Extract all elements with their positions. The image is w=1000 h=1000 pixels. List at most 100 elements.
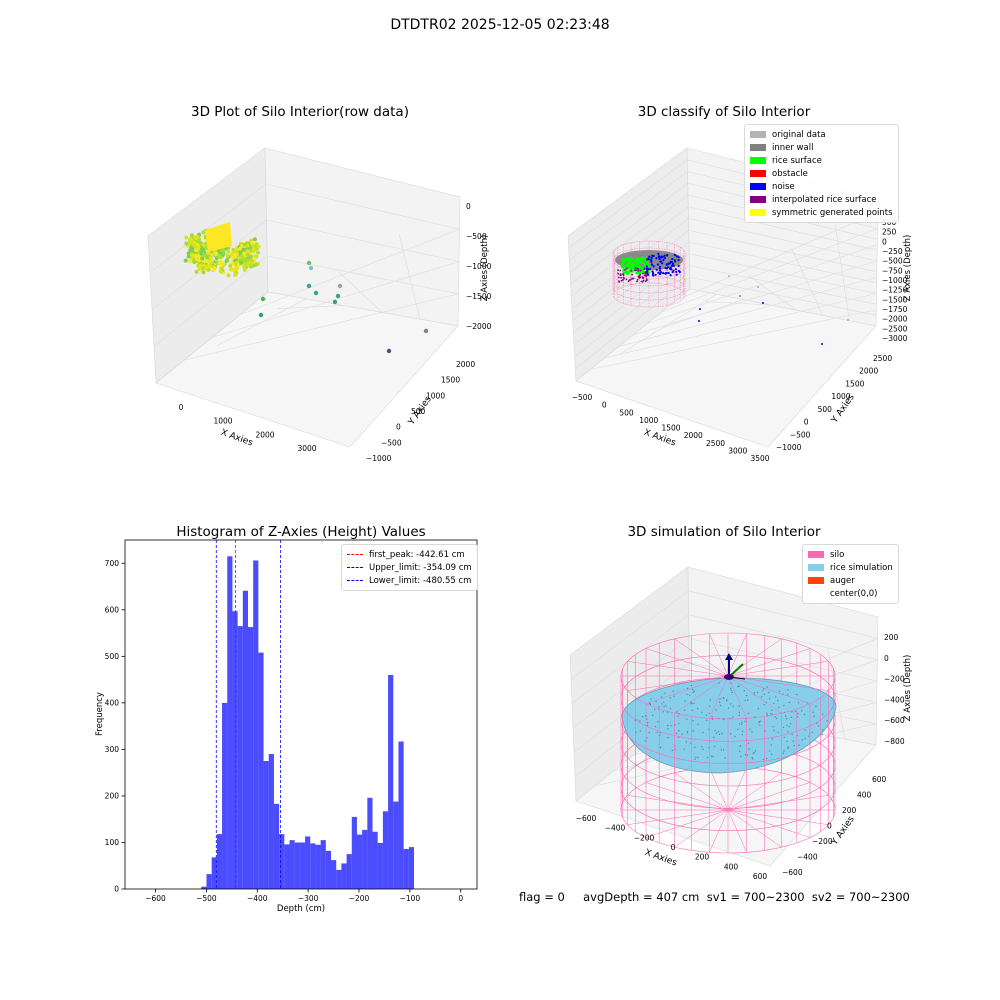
panel4-rice-point [692, 691, 694, 693]
panel4-rice-point [738, 685, 740, 687]
panel2-x-tick: 2500 [706, 439, 725, 448]
panel4-rice-point [787, 746, 789, 748]
panel1-z-tick: −2000 [466, 322, 492, 331]
panel4-rice-point [787, 694, 789, 696]
panel2-interp-point [638, 277, 641, 279]
panel1-zlabel: Z Axies (Depth) [480, 235, 490, 302]
panel4-silo-top-spoke [645, 675, 729, 704]
panel1-y-tick: −500 [381, 438, 402, 447]
panel4-rice-point [747, 742, 750, 745]
histogram-bar [268, 754, 274, 889]
panel4-rice-point [777, 699, 779, 702]
panel1-x-tick: 0 [179, 403, 184, 412]
panel2-noise-point [655, 268, 658, 271]
panel1-point [233, 253, 238, 258]
panel4-silo-top-spoke [674, 675, 729, 714]
panel1-point [218, 259, 223, 264]
panel2-noise-point [663, 254, 666, 257]
panel2-legend-entry: noise [750, 180, 893, 193]
panel2-noise-point [647, 268, 650, 271]
panel4-rice-point [796, 693, 798, 696]
panel4-rice-point [713, 736, 715, 739]
panel1-point [241, 247, 246, 252]
panel4-rice-point [720, 749, 722, 751]
panel2-interp-point [642, 279, 645, 282]
panel4-x-tick: 600 [753, 872, 768, 881]
panel1-y-tick: 500 [411, 407, 426, 416]
legend-label: symmetric generated points [772, 207, 893, 218]
panel1-point [188, 248, 193, 253]
panel4-rice-point [786, 724, 788, 726]
panel2-noise-point [673, 259, 677, 262]
panel2-legend-entry: symmetric generated points [750, 206, 893, 219]
panel4-rice-point [744, 754, 747, 756]
panel1-point [190, 253, 195, 257]
panel4-rice-point [782, 752, 784, 754]
panel4-rice-point [654, 708, 656, 710]
panel4-rice-point [757, 708, 760, 710]
panel4-rice-point [719, 701, 721, 703]
panel2-noise-point [667, 262, 670, 265]
panel1-point [226, 273, 231, 278]
panel4-rice-point [769, 698, 771, 700]
histogram-bar [237, 626, 243, 889]
panel4-rice-point [822, 729, 824, 731]
panel2-noise-point [645, 265, 648, 268]
panel1-z-tick: −1000 [466, 262, 492, 271]
panel4-silo-top-spoke [627, 675, 729, 691]
panel2-noise-point [655, 257, 658, 260]
panel2-interp-point [620, 279, 623, 282]
panel4-silo-ring [620, 698, 836, 742]
panel4-rice-point [639, 720, 641, 722]
panel4-legend-entry: silo [808, 548, 893, 561]
panel2-point [699, 308, 701, 310]
panel4-z-tick: −800 [884, 737, 905, 746]
panel4-rice-point [730, 703, 732, 705]
panel4-y-tick: 0 [827, 822, 832, 831]
panel4-z-tick: −400 [884, 695, 905, 704]
panel1-point [186, 251, 191, 256]
panel2-y-tick: 0 [804, 418, 809, 427]
histogram-bar [408, 847, 415, 889]
panel4-x-tick: −200 [634, 833, 655, 842]
histogram-bar [351, 816, 357, 889]
panel4-rice-point [753, 692, 755, 694]
panel1-point [306, 260, 312, 266]
panel4-rice-point [793, 745, 795, 747]
panel4-rice-point [800, 710, 803, 712]
panel2-interp-point [641, 272, 644, 275]
histogram-xtick-label: −300 [298, 894, 319, 903]
panel2-noise-point [652, 265, 655, 268]
panel4-rice-point [712, 755, 714, 758]
panel4-silo-floor-spoke [627, 795, 729, 811]
panel4-rice-point [762, 758, 764, 761]
panel4-silo-floor-spoke [627, 809, 729, 825]
panel4-silo-floor-spoke [727, 782, 811, 811]
panel1-point [253, 254, 257, 259]
panel2-rice-point [627, 270, 631, 274]
panel4-rice-point [683, 748, 685, 750]
panel2-noise-point [670, 268, 673, 271]
panel1-z-tick: −500 [466, 232, 487, 241]
panel1-point [193, 253, 198, 258]
panel1-point [216, 254, 221, 258]
panel4-silo-front-wireframe [620, 633, 836, 854]
panel4-rice-point [672, 690, 674, 692]
panel2-interp-point [645, 275, 648, 278]
panel4-rice-point [804, 729, 806, 731]
panel2-interp-point [622, 278, 624, 281]
panel2-noise-point [674, 268, 678, 271]
panel4-z-tick: 0 [884, 654, 889, 663]
panel4-rice-point [686, 732, 688, 734]
panel1-point [208, 256, 213, 261]
panel2-y-tick: 1500 [845, 379, 864, 388]
panel4-rice-point [739, 745, 742, 747]
panel2-rice-point [639, 266, 642, 270]
panel4-rice-point [797, 702, 800, 704]
histogram-bar [299, 842, 306, 889]
panel1-point [423, 328, 429, 334]
panel1-y-tick: 0 [396, 423, 401, 432]
panel2-noise-point [677, 256, 680, 259]
panel2-noise-point [648, 255, 651, 258]
panel4-legend-entry: center(0,0) [808, 587, 893, 600]
